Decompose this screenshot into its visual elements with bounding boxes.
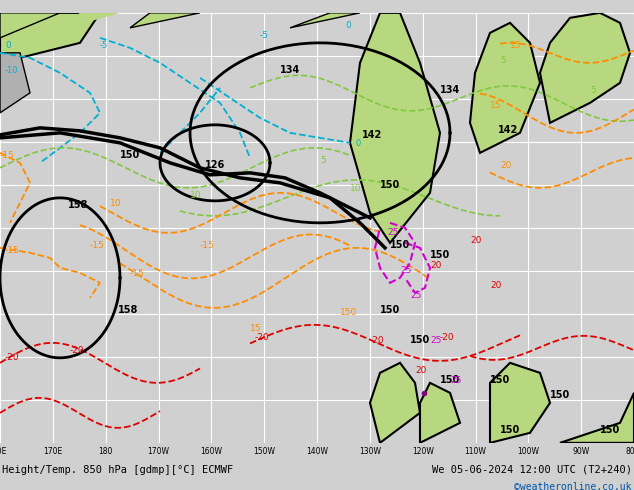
Text: -20: -20 [255,333,269,342]
Text: 150: 150 [440,375,460,385]
Polygon shape [420,383,460,443]
Text: -5: -5 [260,31,269,40]
Text: 25: 25 [400,266,411,275]
Text: 150: 150 [500,425,521,435]
Text: 158: 158 [68,200,88,210]
Polygon shape [290,13,360,28]
Polygon shape [0,13,100,63]
Text: 180: 180 [98,447,113,456]
Polygon shape [350,13,440,243]
Text: 150: 150 [120,150,140,160]
Text: 15: 15 [510,41,522,50]
Text: 90W: 90W [573,447,590,456]
Polygon shape [560,393,634,443]
Text: 15: 15 [250,324,261,333]
Polygon shape [370,363,420,443]
Text: 150: 150 [410,335,430,345]
Text: 134: 134 [280,65,301,75]
Text: 142: 142 [498,125,518,135]
Text: 25: 25 [410,291,422,300]
Text: 142: 142 [362,130,382,140]
Text: 110W: 110W [465,447,486,456]
Text: 80W: 80W [625,447,634,456]
Text: 20: 20 [415,366,427,375]
Text: -20: -20 [440,333,455,342]
Text: -15: -15 [5,246,20,255]
Text: 20: 20 [490,281,501,290]
Text: 150W: 150W [253,447,275,456]
Text: 158: 158 [118,305,138,315]
Text: 80E: 80E [0,447,7,456]
Text: 0: 0 [345,21,351,30]
Text: -15: -15 [200,241,215,250]
Text: 10: 10 [190,191,202,200]
Polygon shape [490,363,550,443]
Text: 150: 150 [490,375,510,385]
Text: 5: 5 [320,156,326,165]
Text: 150: 150 [340,308,357,317]
Text: 5: 5 [500,56,506,65]
Text: -5: -5 [100,41,108,50]
Polygon shape [0,13,60,38]
Text: 10: 10 [350,184,361,193]
Text: 20: 20 [500,161,512,170]
Text: 10: 10 [110,199,122,208]
Text: -20: -20 [5,353,20,362]
Text: 130W: 130W [359,447,381,456]
Polygon shape [470,23,540,153]
Text: 0: 0 [5,41,11,50]
Text: Height/Temp. 850 hPa [gdmp][°C] ECMWF: Height/Temp. 850 hPa [gdmp][°C] ECMWF [2,465,233,475]
Text: -15: -15 [0,151,15,160]
Text: 0: 0 [355,139,360,148]
Text: -20: -20 [370,336,385,345]
Text: 170E: 170E [43,447,63,456]
Text: -15: -15 [90,241,105,250]
Polygon shape [50,13,120,33]
Text: 25: 25 [387,228,398,237]
Text: 25: 25 [450,376,462,385]
Polygon shape [0,53,30,113]
Text: 134: 134 [440,85,460,95]
Text: 20: 20 [430,261,441,270]
Text: ©weatheronline.co.uk: ©weatheronline.co.uk [515,482,632,490]
Text: 150: 150 [390,240,410,250]
Polygon shape [130,13,200,28]
Text: We 05-06-2024 12:00 UTC (T2+240): We 05-06-2024 12:00 UTC (T2+240) [432,465,632,475]
Text: 150: 150 [550,390,570,400]
Text: 15: 15 [490,101,501,110]
Text: 5: 5 [590,86,596,95]
Text: -20: -20 [70,346,84,355]
Text: -15: -15 [130,269,145,278]
Text: 150: 150 [380,305,400,315]
Text: 120W: 120W [411,447,434,456]
Text: 150: 150 [380,180,400,190]
Text: -10: -10 [5,66,18,75]
Polygon shape [540,13,630,123]
Text: 140W: 140W [306,447,328,456]
Text: 150: 150 [430,250,450,260]
Text: 25: 25 [430,336,441,345]
Text: 170W: 170W [148,447,169,456]
Text: 160W: 160W [200,447,223,456]
Text: 100W: 100W [517,447,540,456]
Text: 150: 150 [600,425,620,435]
Text: 20: 20 [470,236,481,245]
Text: 126: 126 [205,160,225,170]
